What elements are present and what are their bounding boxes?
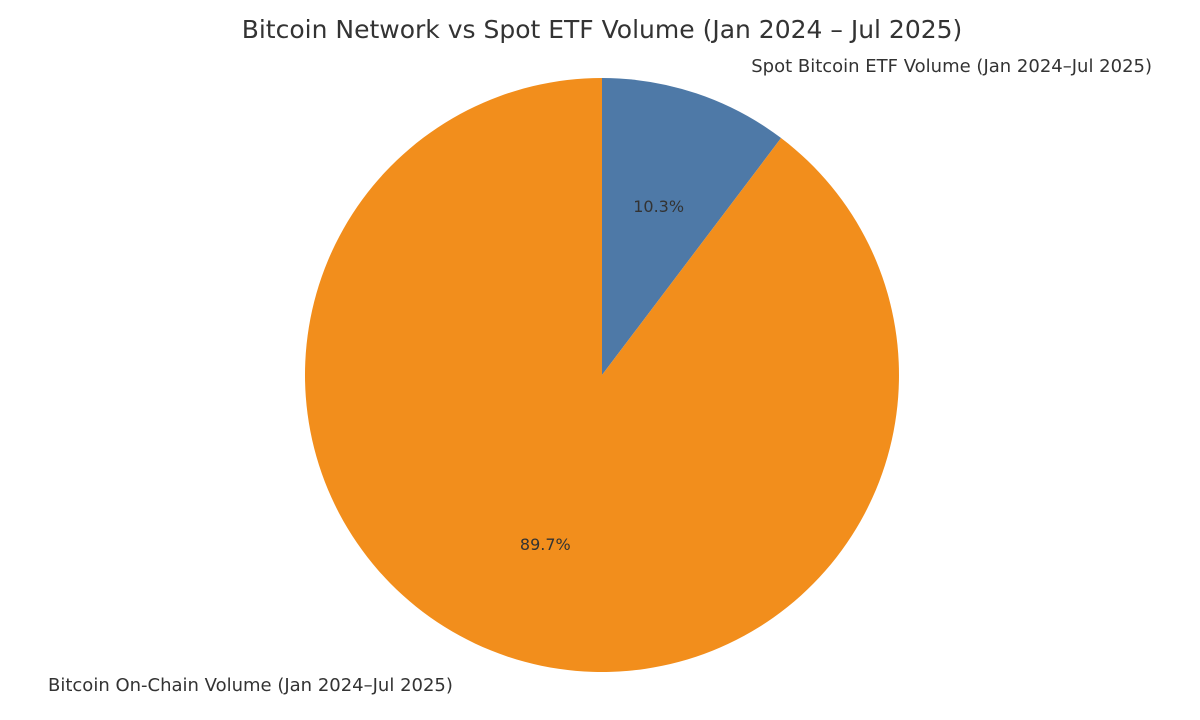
pie-slices [304,78,899,672]
pie-labels: 10.3% Spot Bitcoin ETF Volume (Jan 2024–J… [48,56,1152,696]
pie-slice-on-chain [304,78,899,672]
slice-percent-label: 10.3% [633,197,684,216]
slice-category-label: Spot Bitcoin ETF Volume (Jan 2024–Jul 20… [751,56,1152,77]
chart-title: Bitcoin Network vs Spot ETF Volume (Jan … [242,15,963,44]
slice-percent-label: 89.7% [520,535,571,554]
pie-slice-etf [602,78,782,375]
slice-category-label: Bitcoin On-Chain Volume (Jan 2024–Jul 20… [48,675,453,696]
